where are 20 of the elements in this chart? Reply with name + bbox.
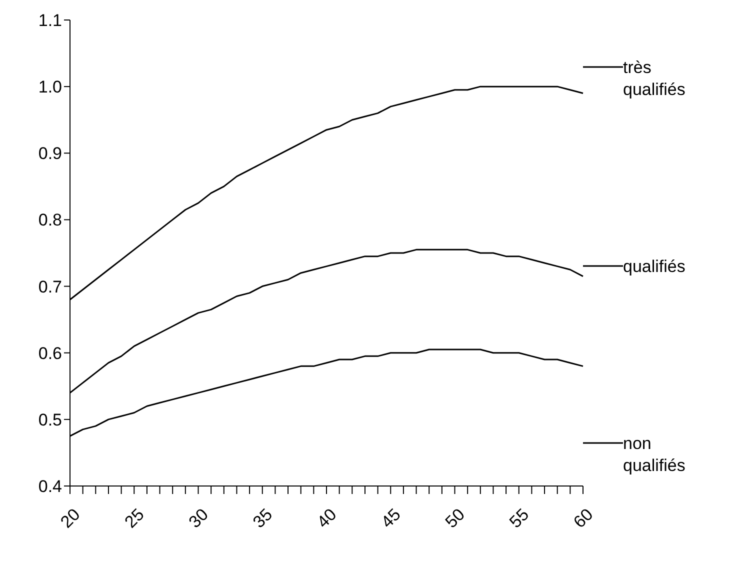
y-tick-label: 0.7	[38, 277, 62, 296]
y-tick-label: 0.8	[38, 210, 62, 230]
x-tick-label: 20	[56, 504, 84, 532]
y-tick-label: 0.5	[38, 410, 62, 430]
legend-label: non qualifiés	[623, 433, 686, 477]
y-tick-label: 1.0	[38, 78, 62, 97]
x-tick-label: 55	[506, 504, 533, 532]
legend-label: très qualifiés	[623, 57, 686, 101]
x-tick-label: 35	[249, 504, 276, 532]
x-tick-label: 30	[185, 504, 212, 532]
y-tick-label: 0.4	[38, 477, 62, 496]
y-tick-label: 0.9	[38, 144, 62, 164]
x-tick-label: 25	[121, 504, 148, 532]
x-tick-label: 50	[442, 504, 469, 532]
x-tick-label: 40	[313, 504, 340, 532]
legend-label: qualifiés	[623, 256, 686, 278]
x-tick-label: 45	[378, 504, 404, 532]
x-tick-label: 60	[570, 504, 597, 532]
y-tick-label: 0.6	[38, 344, 62, 363]
y-tick-label: 1.1	[38, 11, 62, 30]
